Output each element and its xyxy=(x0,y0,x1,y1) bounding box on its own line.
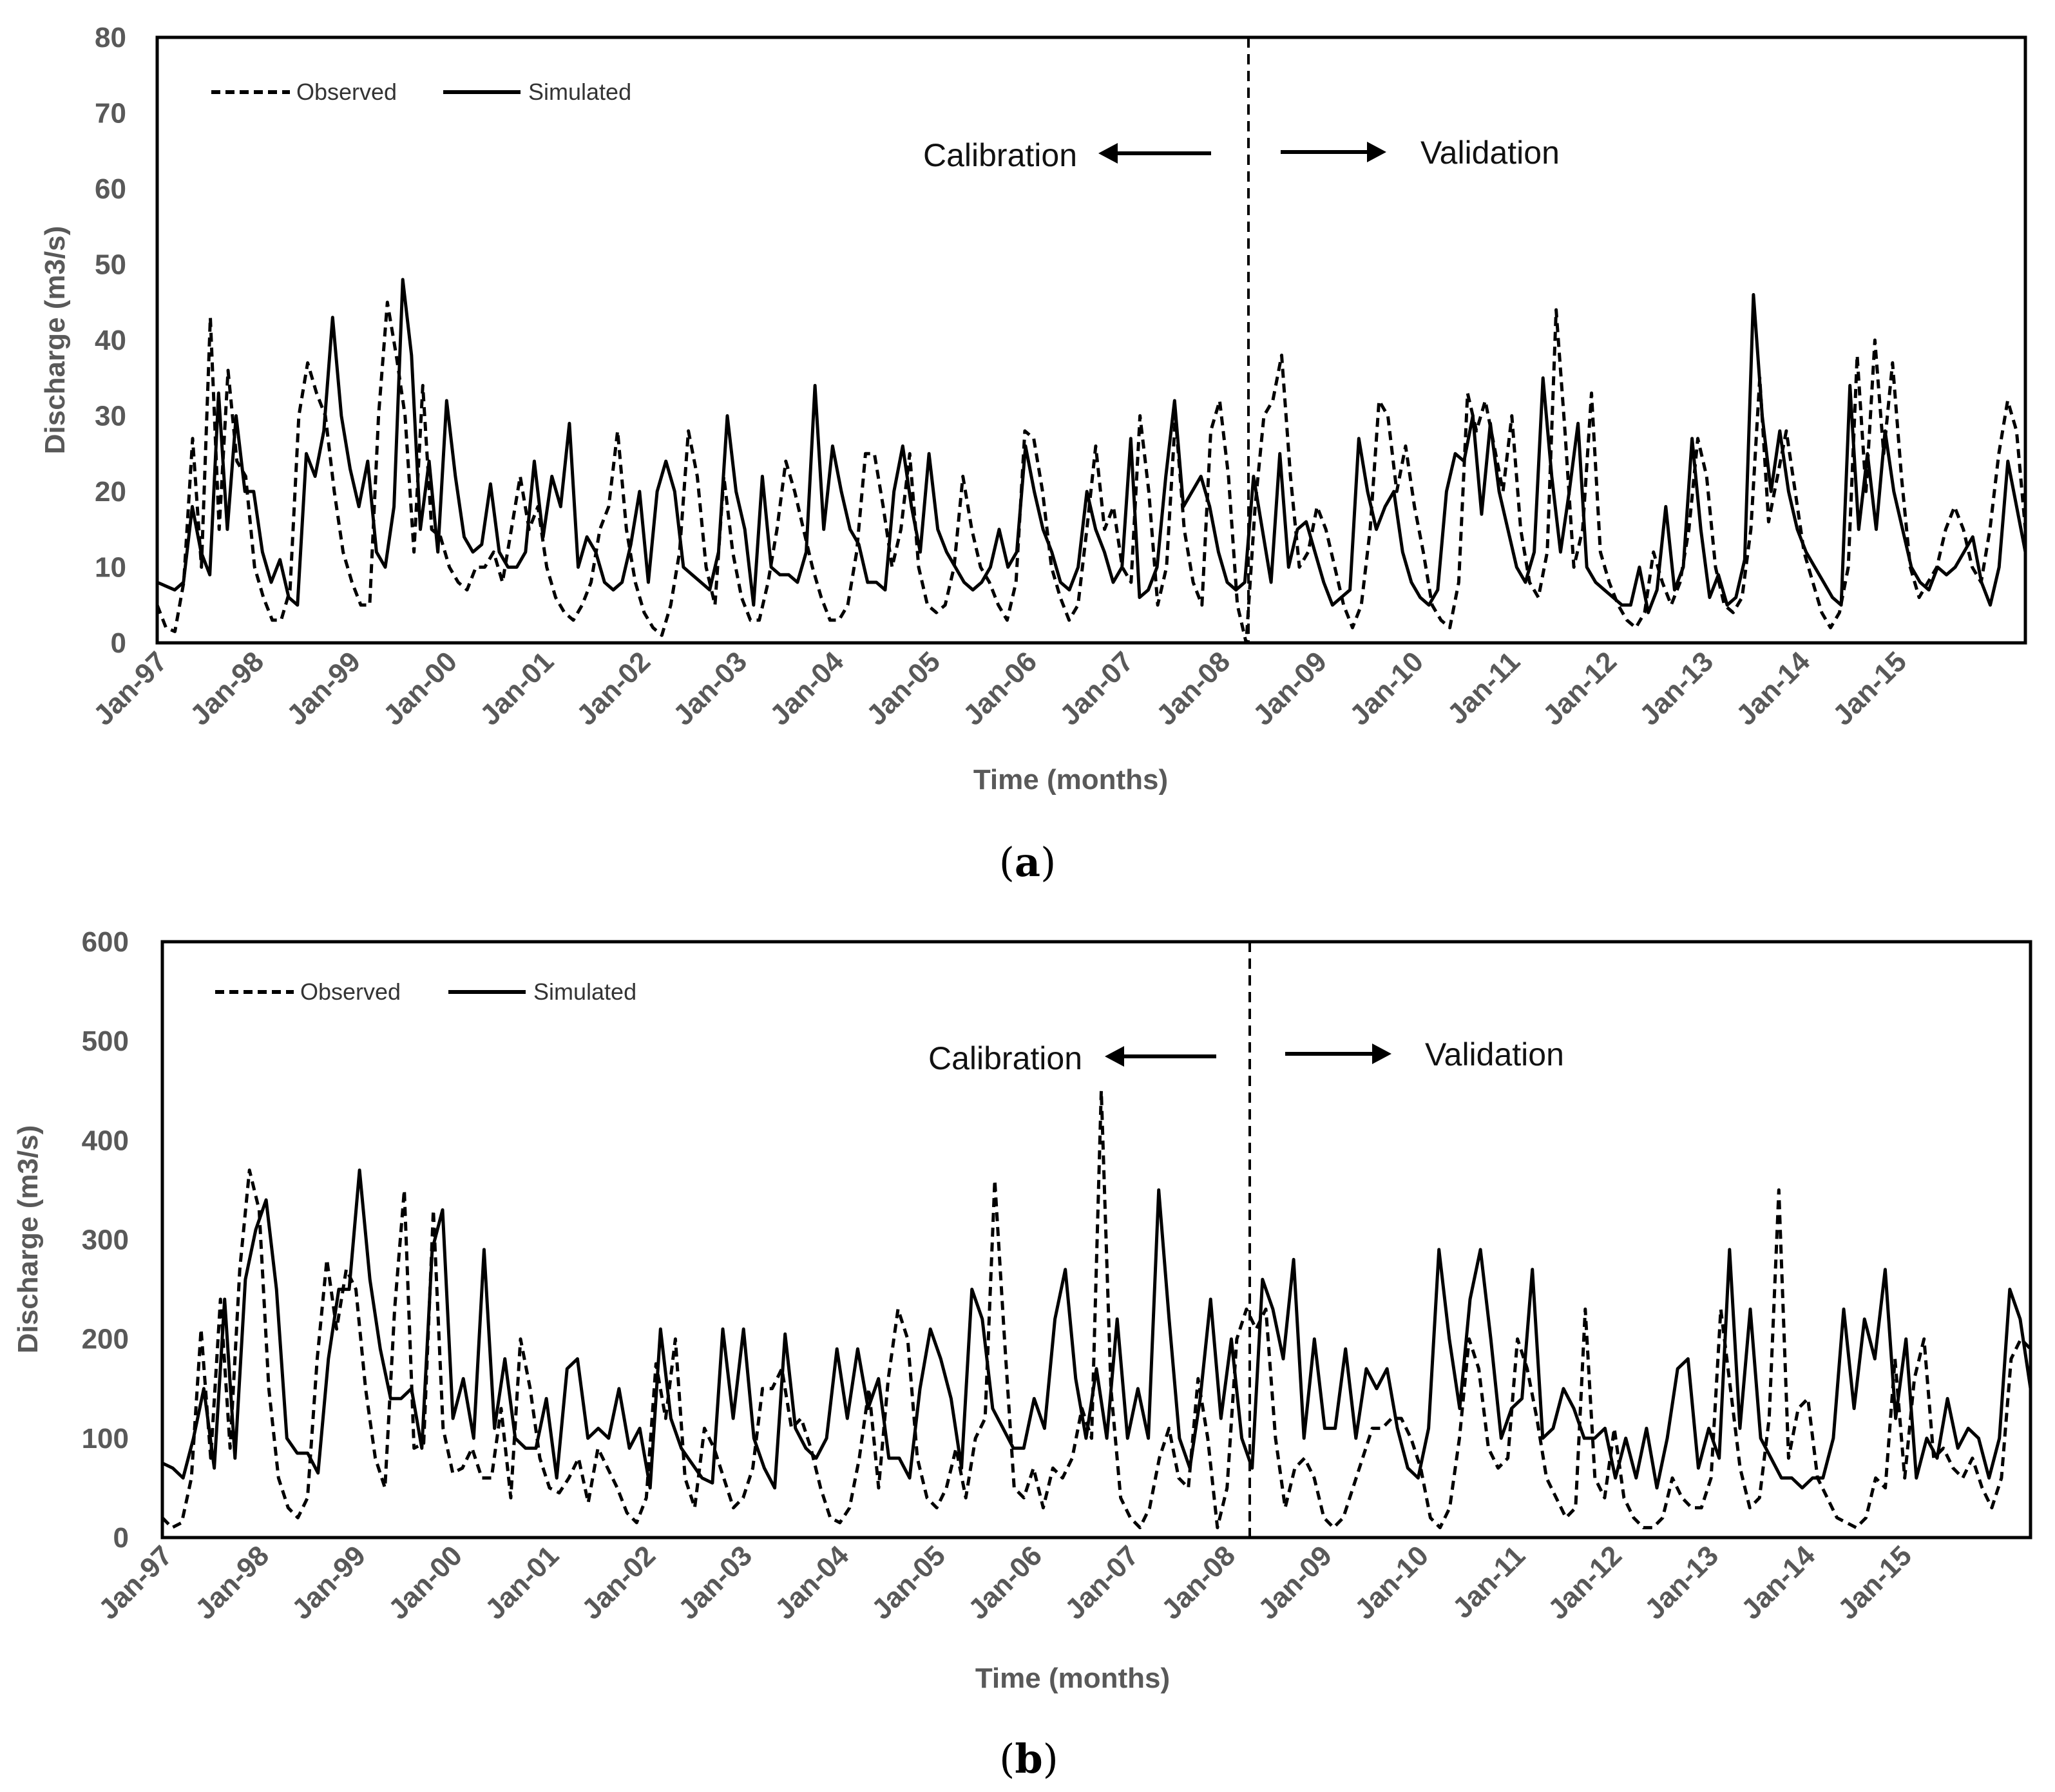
x-tick-label-a: Jan-00 xyxy=(378,645,463,731)
x-tick-label-b: Jan-00 xyxy=(383,1539,468,1625)
x-axis-title-a: Time (months) xyxy=(973,764,1168,796)
x-tick-label-a: Jan-97 xyxy=(88,645,173,731)
legend-label-simulated-a: Simulated xyxy=(528,79,631,105)
y-tick-label-b: 600 xyxy=(82,926,129,958)
y-tick-label-b: 400 xyxy=(82,1125,129,1156)
y-tick-label-a: 10 xyxy=(95,552,126,584)
x-tick-label-b: Jan-08 xyxy=(1156,1539,1241,1625)
x-tick-label-b: Jan-07 xyxy=(1059,1539,1145,1625)
y-axis-title-a: Discharge (m3/s) xyxy=(39,226,71,455)
x-tick-label-b: Jan-06 xyxy=(962,1539,1048,1625)
x-tick-label-b: Jan-10 xyxy=(1349,1539,1435,1625)
y-tick-label-a: 80 xyxy=(95,22,126,53)
y-tick-label-b: 500 xyxy=(82,1025,129,1057)
calibration-arrowhead-b xyxy=(1105,1046,1124,1067)
x-tick-label-a: Jan-02 xyxy=(571,645,656,731)
validation-arrowhead-b xyxy=(1372,1044,1391,1064)
x-tick-label-a: Jan-14 xyxy=(1730,645,1817,732)
calibration-label-a: Calibration xyxy=(923,137,1077,173)
y-tick-label-a: 40 xyxy=(95,325,126,356)
x-tick-label-a: Jan-11 xyxy=(1442,645,1527,730)
y-tick-label-a: 50 xyxy=(95,249,126,281)
x-tick-label-b: Jan-04 xyxy=(769,1539,855,1626)
x-tick-label-b: Jan-11 xyxy=(1447,1539,1532,1625)
y-tick-label-a: 70 xyxy=(95,98,126,129)
x-tick-label-b: Jan-14 xyxy=(1735,1539,1822,1626)
y-tick-label-b: 100 xyxy=(82,1423,129,1454)
legend-label-observed-b: Observed xyxy=(300,978,401,1005)
legend-label-simulated-b: Simulated xyxy=(533,978,636,1005)
x-tick-label-a: Jan-12 xyxy=(1537,645,1623,731)
caption-b: (b) xyxy=(999,1735,1058,1782)
calibration-label-b: Calibration xyxy=(928,1040,1082,1076)
x-tick-label-a: Jan-04 xyxy=(764,645,850,732)
x-tick-label-b: Jan-98 xyxy=(189,1539,275,1625)
x-tick-label-b: Jan-99 xyxy=(286,1539,372,1625)
validation-label-a: Validation xyxy=(1420,135,1560,171)
x-tick-label-b: Jan-02 xyxy=(576,1539,662,1625)
y-tick-label-a: 0 xyxy=(111,627,126,659)
x-tick-label-a: Jan-99 xyxy=(281,645,367,731)
y-axis-title-b: Discharge (m3/s) xyxy=(12,1125,44,1354)
x-tick-label-a: Jan-09 xyxy=(1247,645,1333,731)
y-tick-label-a: 30 xyxy=(95,401,126,432)
validation-label-b: Validation xyxy=(1425,1036,1564,1072)
y-tick-label-a: 60 xyxy=(95,173,126,205)
x-tick-label-a: Jan-15 xyxy=(1827,645,1913,731)
x-tick-label-a: Jan-08 xyxy=(1151,645,1236,731)
series-line-observed-a xyxy=(155,300,2027,645)
series-line-observed-b xyxy=(161,1089,2032,1530)
x-tick-label-b: Jan-03 xyxy=(673,1539,758,1625)
x-tick-label-a: Jan-13 xyxy=(1634,645,1719,731)
caption-a: (a) xyxy=(999,839,1056,886)
x-tick-label-b: Jan-05 xyxy=(866,1539,951,1625)
x-tick-label-a: Jan-10 xyxy=(1344,645,1429,731)
x-tick-label-a: Jan-06 xyxy=(957,645,1043,731)
x-tick-label-b: Jan-09 xyxy=(1252,1539,1338,1625)
x-tick-label-a: Jan-07 xyxy=(1054,645,1140,731)
series-line-simulated-b xyxy=(161,1168,2032,1490)
x-tick-label-b: Jan-15 xyxy=(1832,1539,1918,1625)
y-tick-label-b: 0 xyxy=(113,1522,129,1554)
legend-label-observed-a: Observed xyxy=(296,79,397,105)
x-tick-label-a: Jan-01 xyxy=(474,645,560,731)
x-tick-label-a: Jan-05 xyxy=(861,645,946,731)
y-tick-label-a: 20 xyxy=(95,476,126,508)
y-tick-label-b: 200 xyxy=(82,1324,129,1355)
series-line-simulated-a xyxy=(157,278,2027,615)
x-tick-label-b: Jan-13 xyxy=(1639,1539,1725,1625)
y-tick-label-b: 300 xyxy=(82,1225,129,1256)
x-tick-label-a: Jan-98 xyxy=(184,645,270,731)
x-tick-label-a: Jan-03 xyxy=(667,645,753,731)
x-tick-label-b: Jan-01 xyxy=(479,1539,565,1625)
x-tick-label-b: Jan-97 xyxy=(93,1539,178,1625)
x-axis-title-b: Time (months) xyxy=(975,1663,1170,1694)
validation-arrowhead-a xyxy=(1367,142,1386,162)
calibration-arrowhead-a xyxy=(1098,143,1118,164)
x-tick-label-b: Jan-12 xyxy=(1542,1539,1628,1625)
